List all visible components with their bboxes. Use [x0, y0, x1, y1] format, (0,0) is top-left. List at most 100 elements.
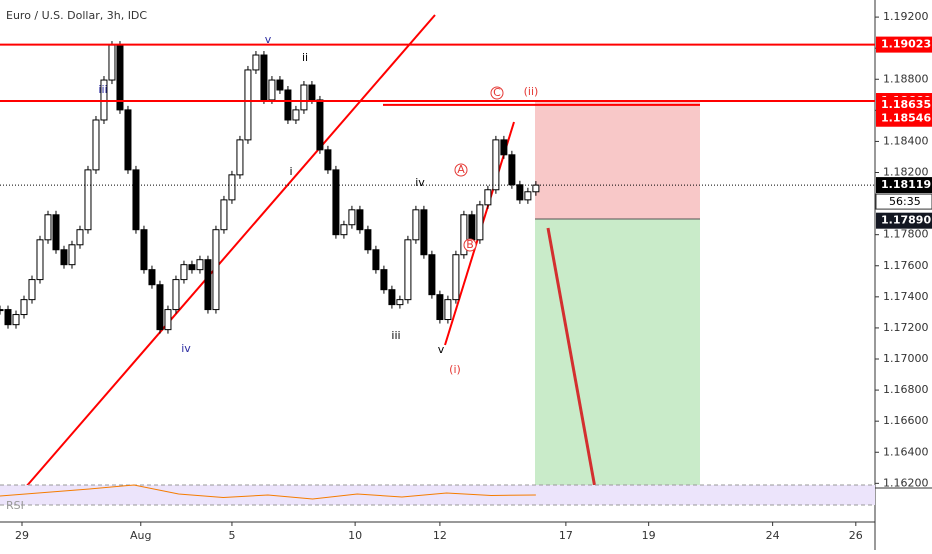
- y-tick-label: 1.18800: [883, 72, 929, 85]
- candle: [292, 109, 300, 121]
- candle: [308, 84, 316, 101]
- y-tick-label: 1.16600: [883, 414, 929, 427]
- wave-label: B: [466, 238, 474, 251]
- candle: [356, 209, 364, 231]
- candle: [28, 279, 36, 301]
- y-tick-label: 1.16400: [883, 445, 929, 458]
- candle: [444, 299, 452, 321]
- candle: [404, 239, 412, 301]
- candle: [228, 174, 236, 201]
- y-tick-label: 1.16800: [883, 383, 929, 396]
- target-zone: [535, 219, 700, 488]
- price-tag-label: 1.17890: [881, 214, 931, 227]
- candle: [436, 294, 444, 321]
- candle: [124, 109, 132, 171]
- candle: [428, 254, 436, 296]
- candle: [316, 99, 324, 151]
- candle: [276, 79, 284, 91]
- candle: [68, 244, 76, 266]
- candle: [420, 209, 428, 256]
- wave-label: ii: [302, 51, 308, 64]
- wave-label: (i): [449, 363, 461, 376]
- candle: [532, 184, 540, 193]
- price-tag-label: 1.18119: [881, 178, 931, 191]
- x-tick-label: 17: [559, 529, 573, 542]
- price-tag: [876, 212, 932, 229]
- candle: [284, 89, 292, 121]
- trend-line: [24, 14, 436, 489]
- price-tag-label: 1.18546: [881, 112, 931, 125]
- rsi-band: [0, 485, 875, 505]
- x-tick-label: 29: [15, 529, 29, 542]
- candle: [156, 284, 164, 331]
- candle: [196, 259, 204, 271]
- candle: [348, 209, 356, 226]
- x-tick-label: 24: [766, 529, 780, 542]
- candle: [84, 169, 92, 231]
- x-tick-label: 12: [433, 529, 447, 542]
- candle: [76, 229, 84, 246]
- projection-line: [546, 227, 597, 489]
- rsi-line: [0, 484, 536, 500]
- y-tick-label: 1.17000: [883, 352, 929, 365]
- price-tag: [876, 110, 932, 127]
- candle: [212, 229, 220, 311]
- wave-circle: [454, 163, 468, 177]
- wave-label: iv: [181, 342, 191, 355]
- candle: [460, 214, 468, 256]
- candle: [508, 154, 516, 186]
- candle: [148, 269, 156, 286]
- candle: [220, 199, 228, 231]
- candle: [388, 289, 396, 306]
- candle: [468, 214, 476, 241]
- candle: [412, 209, 420, 241]
- candle: [244, 69, 252, 141]
- candle: [108, 44, 116, 81]
- price-tag: [876, 36, 932, 53]
- x-tick-label: 10: [348, 529, 362, 542]
- candle: [252, 54, 260, 71]
- wave-circle: [490, 86, 504, 100]
- candle: [332, 169, 340, 236]
- candle: [452, 254, 460, 301]
- x-tick-label: Aug: [130, 529, 151, 542]
- y-tick-label: 1.19200: [883, 10, 929, 23]
- candle: [516, 184, 524, 201]
- countdown: 56:35: [889, 195, 921, 208]
- price-tag: [876, 96, 932, 113]
- wave-label: iii: [98, 83, 107, 96]
- candle: [60, 249, 68, 266]
- stop-zone: [535, 100, 700, 219]
- candle: [92, 119, 100, 171]
- wave-label: v: [438, 343, 445, 356]
- y-tick-label: 1.18200: [883, 166, 929, 179]
- candle: [172, 279, 180, 311]
- countdown-box: [875, 193, 932, 210]
- wave-circle: [463, 238, 477, 252]
- candle: [52, 214, 60, 251]
- wave-label: iv: [415, 176, 425, 189]
- y-tick-label: 1.18400: [883, 134, 929, 147]
- candle: [364, 229, 372, 251]
- wave-label: (ii): [524, 85, 539, 98]
- y-tick-label: 1.17200: [883, 321, 929, 334]
- y-tick-label: 1.17400: [883, 290, 929, 303]
- y-tick-label: 1.17800: [883, 228, 929, 241]
- chart-title: Euro / U.S. Dollar, 3h, IDC: [6, 9, 147, 22]
- price-tag: [876, 177, 932, 194]
- candle: [500, 139, 508, 156]
- candle: [340, 224, 348, 236]
- y-tick-label: 1.16200: [883, 476, 929, 489]
- candle: [188, 264, 196, 271]
- candle: [180, 264, 188, 281]
- candle: [236, 139, 244, 176]
- candle: [396, 299, 404, 306]
- candle: [476, 204, 484, 241]
- price-tag-label: 1.18635: [881, 98, 931, 111]
- candle: [380, 269, 388, 291]
- x-tick-label: 19: [642, 529, 656, 542]
- candle: [260, 54, 268, 101]
- y-tick-label: 1.17600: [883, 259, 929, 272]
- wave-label: A: [457, 163, 465, 176]
